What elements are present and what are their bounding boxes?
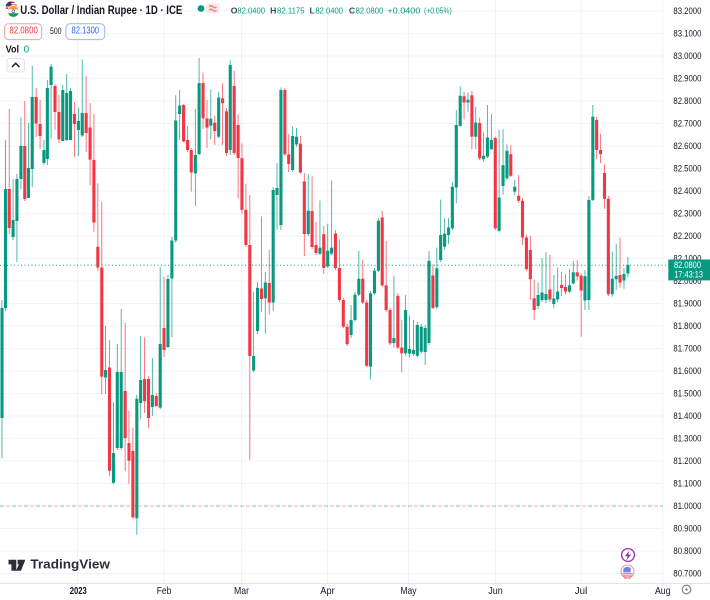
svg-text:83.1000: 83.1000 [673,29,701,39]
svg-text:82.2000: 82.2000 [673,231,701,241]
svg-text:U.S. Dollar / Indian Rupee · 1: U.S. Dollar / Indian Rupee · 1D · ICE [20,3,182,17]
svg-text:82.3000: 82.3000 [673,209,701,219]
svg-text:Aug: Aug [655,585,671,597]
svg-text:82.0800: 82.0800 [674,260,701,270]
svg-text:82.0800: 82.0800 [356,6,384,16]
svg-text:81.4000: 81.4000 [673,411,701,421]
svg-text:82.0400: 82.0400 [315,6,343,16]
svg-text:0: 0 [24,44,30,55]
svg-text:(+0.05%): (+0.05%) [424,6,452,16]
svg-text:O: O [231,6,238,16]
svg-text:Jul: Jul [575,585,588,597]
svg-text:82.1175: 82.1175 [277,6,305,16]
svg-text:82.1000: 82.1000 [673,254,701,264]
svg-text:81.8000: 81.8000 [673,321,701,331]
svg-text:Apr: Apr [320,585,335,597]
svg-text:H: H [270,6,276,16]
svg-text:82.1300: 82.1300 [72,26,100,37]
svg-text:82.0400: 82.0400 [237,6,265,16]
svg-text:82.0000: 82.0000 [673,276,701,286]
svg-text:82.8000: 82.8000 [673,96,701,106]
svg-text:500: 500 [50,26,62,36]
svg-text:81.1000: 81.1000 [673,479,701,489]
svg-text:C: C [349,6,355,16]
svg-text:Vol: Vol [6,44,20,55]
svg-text:+0.0400: +0.0400 [387,6,420,16]
svg-text:82.9000: 82.9000 [673,74,701,84]
svg-text:82.5000: 82.5000 [673,164,701,174]
svg-text:83.2000: 83.2000 [673,6,701,16]
svg-text:L: L [310,6,315,16]
svg-text:80.7000: 80.7000 [673,569,701,579]
svg-text:Jun: Jun [488,585,503,597]
svg-text:82.6000: 82.6000 [673,141,701,151]
svg-text:81.6000: 81.6000 [673,366,701,376]
svg-text:TradingView: TradingView [30,558,110,572]
svg-text:81.2000: 81.2000 [673,456,701,466]
svg-text:81.5000: 81.5000 [673,389,701,399]
svg-text:May: May [401,585,418,597]
svg-text:82.4000: 82.4000 [673,186,701,196]
svg-text:2023: 2023 [70,585,87,597]
svg-text:81.9000: 81.9000 [673,299,701,309]
svg-text:80.9000: 80.9000 [673,524,701,534]
svg-text:81.0000: 81.0000 [673,501,701,511]
svg-text:Feb: Feb [157,585,172,597]
svg-text:80.8000: 80.8000 [673,546,701,556]
svg-text:17:43:13: 17:43:13 [674,269,703,279]
svg-text:82.0800: 82.0800 [9,26,38,37]
svg-text:Mar: Mar [234,585,249,597]
svg-text:81.3000: 81.3000 [673,434,701,444]
svg-text:83.0000: 83.0000 [673,51,701,61]
svg-text:82.7000: 82.7000 [673,119,701,129]
svg-text:81.7000: 81.7000 [673,344,701,354]
